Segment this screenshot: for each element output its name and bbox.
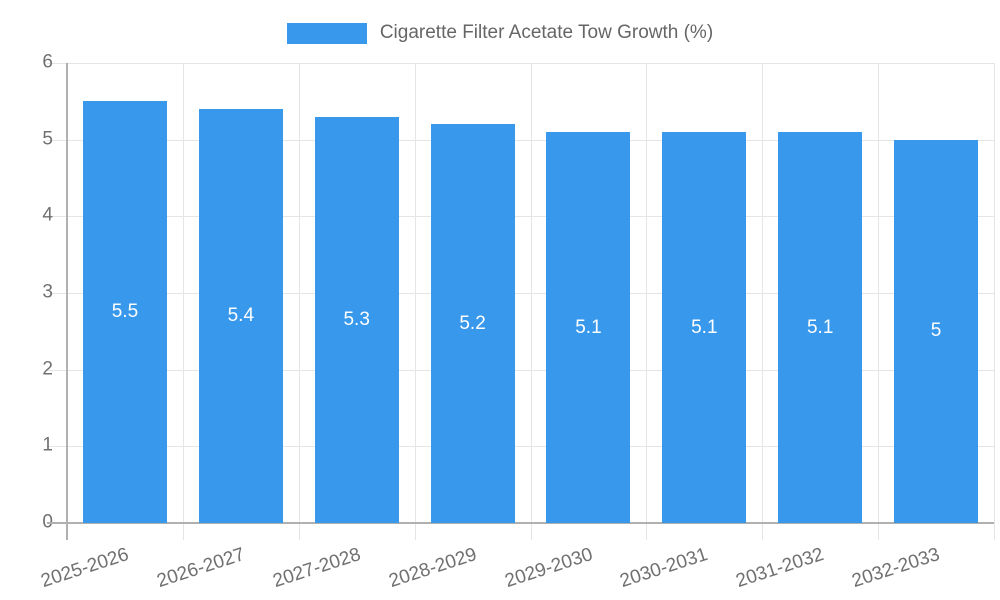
- y-axis-line: [66, 63, 68, 540]
- bar[interactable]: [315, 117, 399, 523]
- legend-item[interactable]: Cigarette Filter Acetate Tow Growth (%): [0, 20, 1000, 46]
- v-gridline: [762, 63, 763, 540]
- h-gridline: [47, 293, 994, 294]
- bar[interactable]: [199, 109, 283, 523]
- bar[interactable]: [894, 140, 978, 523]
- v-gridline: [183, 63, 184, 540]
- v-gridline: [878, 63, 879, 540]
- y-tick-label: 6: [42, 51, 53, 73]
- bar[interactable]: [83, 101, 167, 523]
- h-gridline: [47, 216, 994, 217]
- y-tick-label: 3: [42, 281, 53, 303]
- legend-swatch: [286, 22, 367, 44]
- h-gridline: [47, 63, 994, 64]
- x-tick-label: 2032-2033: [849, 544, 943, 593]
- bar[interactable]: [778, 132, 862, 523]
- y-tick-label: 5: [42, 128, 53, 150]
- h-gridline: [47, 370, 994, 371]
- v-gridline: [646, 63, 647, 540]
- x-tick-label: 2025-2026: [38, 544, 132, 593]
- v-gridline: [994, 63, 995, 540]
- y-tick-label: 2: [42, 358, 53, 380]
- x-tick-label: 2030-2031: [617, 544, 711, 593]
- v-gridline: [415, 63, 416, 540]
- x-tick-label: 2028-2029: [386, 544, 480, 593]
- y-tick-label: 1: [42, 434, 53, 456]
- bar[interactable]: [431, 124, 515, 523]
- y-tick-label: 4: [42, 204, 53, 226]
- bar[interactable]: [662, 132, 746, 523]
- legend-label: Cigarette Filter Acetate Tow Growth (%): [379, 22, 714, 43]
- h-gridline: [47, 140, 994, 141]
- v-gridline: [531, 63, 532, 540]
- bar[interactable]: [546, 132, 630, 523]
- h-gridline: [47, 446, 994, 447]
- x-tick-label: 2031-2032: [733, 544, 827, 593]
- x-axis-line: [47, 522, 994, 524]
- x-tick-label: 2027-2028: [270, 544, 364, 593]
- x-tick-label: 2026-2027: [154, 544, 248, 593]
- x-tick-label: 2029-2030: [502, 544, 595, 593]
- v-gridline: [299, 63, 300, 540]
